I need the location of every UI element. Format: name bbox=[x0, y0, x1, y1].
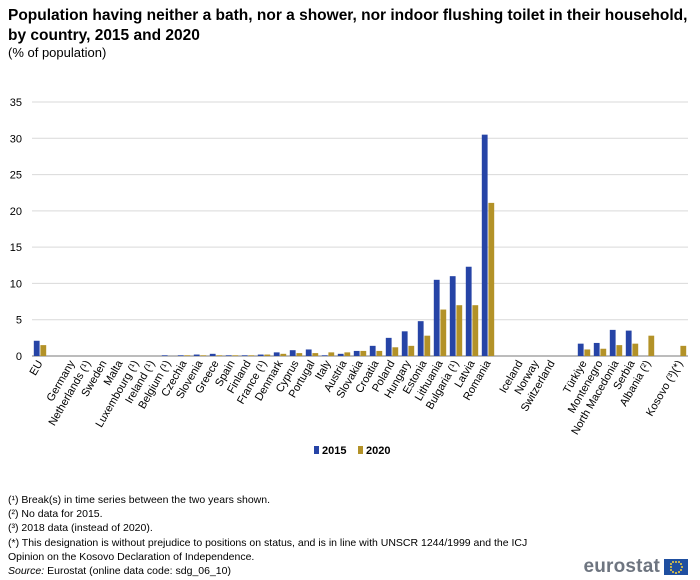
y-tick-label: 30 bbox=[10, 133, 22, 145]
bar-2020 bbox=[600, 348, 607, 356]
chart-subtitle: (% of population) bbox=[8, 45, 107, 60]
flag-star bbox=[679, 563, 682, 566]
y-tick-label: 0 bbox=[16, 351, 22, 363]
bar-2015 bbox=[33, 340, 40, 356]
bar-2015 bbox=[321, 355, 328, 356]
bar-2020 bbox=[248, 355, 255, 356]
flag-star bbox=[675, 571, 677, 574]
bar-2015 bbox=[177, 355, 184, 356]
y-tick-label: 35 bbox=[10, 97, 22, 109]
bar-2020 bbox=[680, 345, 687, 356]
bar-2015 bbox=[593, 342, 600, 356]
source-line: Source: Eurostat (online data code: sdg_… bbox=[8, 564, 598, 578]
bar-2015 bbox=[609, 329, 616, 356]
bar-2015 bbox=[369, 345, 376, 356]
bar-2015 bbox=[465, 266, 472, 356]
x-tick-label: EU bbox=[28, 358, 46, 377]
bar-2015 bbox=[449, 276, 456, 356]
bar-2020 bbox=[360, 350, 367, 356]
footnote-1: (¹) Break(s) in time series between the … bbox=[8, 494, 271, 506]
bar-2020 bbox=[216, 355, 223, 356]
legend-label: 2015 bbox=[322, 445, 346, 457]
bar-2020 bbox=[392, 347, 399, 356]
y-tick-label: 10 bbox=[10, 278, 22, 290]
bar-2015 bbox=[625, 330, 632, 356]
bar-2020 bbox=[472, 305, 479, 356]
chart-title: Population having neither a bath, nor a … bbox=[8, 7, 688, 44]
bar-2015 bbox=[417, 321, 424, 356]
footnote-2: (²) No data for 2015. bbox=[8, 508, 103, 521]
bar-2015 bbox=[257, 354, 264, 356]
bar-2015 bbox=[289, 350, 296, 356]
legend-swatch bbox=[314, 446, 319, 454]
flag-star bbox=[670, 568, 673, 571]
flag-star bbox=[672, 561, 675, 564]
bar-2015 bbox=[241, 355, 248, 356]
bar-2015 bbox=[385, 337, 392, 356]
bar-2020 bbox=[200, 355, 207, 356]
bar-2020 bbox=[632, 343, 639, 356]
bar-2020 bbox=[344, 352, 351, 356]
flag-star bbox=[672, 570, 675, 573]
bar-2020 bbox=[40, 345, 47, 356]
source-text: Eurostat (online data code: sdg_06_10) bbox=[44, 565, 231, 578]
footnote-5: Opinion on the Kosovo Declaration of Ind… bbox=[8, 550, 255, 563]
bar-2015 bbox=[337, 353, 344, 356]
footnote-3: (³) 2018 data (instead of 2020). bbox=[8, 522, 153, 535]
bar-2020 bbox=[648, 335, 655, 356]
bar-2020 bbox=[296, 353, 303, 356]
bar-2020 bbox=[408, 345, 415, 356]
bar-2015 bbox=[273, 352, 280, 356]
bar-2020 bbox=[280, 353, 287, 356]
y-tick-label: 15 bbox=[10, 242, 22, 254]
bar-2020 bbox=[440, 309, 447, 356]
eu-flag-icon bbox=[664, 559, 688, 575]
bar-2015 bbox=[209, 353, 216, 356]
source-label: Source: bbox=[8, 565, 45, 578]
bar-2015 bbox=[433, 279, 440, 356]
bar-2015 bbox=[225, 355, 232, 356]
bar-2020 bbox=[312, 353, 319, 356]
flag-star bbox=[680, 566, 683, 568]
footnote-4: (*) This designation is without prejudic… bbox=[8, 536, 528, 549]
eurostat-logo: eurostat bbox=[583, 556, 688, 578]
bar-2015 bbox=[305, 349, 312, 356]
flag-star bbox=[675, 560, 677, 563]
footnotes: (¹) Break(s) in time series between the … bbox=[8, 493, 598, 578]
bar-2020 bbox=[456, 305, 463, 356]
flag-star bbox=[677, 561, 680, 564]
flag-star bbox=[679, 568, 682, 571]
y-tick-label: 5 bbox=[16, 315, 22, 327]
y-tick-label: 25 bbox=[10, 170, 22, 182]
bar-2015 bbox=[193, 354, 200, 356]
flag-star bbox=[670, 563, 673, 566]
flag-star bbox=[677, 570, 680, 573]
bar-2020 bbox=[184, 355, 191, 356]
bar-2015 bbox=[401, 331, 408, 356]
flag-star bbox=[669, 566, 672, 568]
bar-2020 bbox=[584, 349, 591, 356]
bar-2015 bbox=[481, 134, 488, 356]
bar-2020 bbox=[232, 355, 239, 356]
bar-2020 bbox=[328, 352, 335, 356]
bar-2020 bbox=[488, 202, 495, 356]
bar-2020 bbox=[264, 354, 271, 356]
logo-text: eurostat bbox=[583, 556, 660, 577]
bar-2020 bbox=[616, 345, 623, 356]
bar-2020 bbox=[424, 335, 431, 356]
bar-2015 bbox=[577, 343, 584, 356]
bar-2015 bbox=[161, 355, 168, 356]
legend-swatch bbox=[358, 446, 363, 454]
bar-2015 bbox=[353, 350, 360, 356]
y-tick-label: 20 bbox=[10, 206, 22, 218]
legend-label: 2020 bbox=[366, 445, 390, 457]
bar-2020 bbox=[376, 350, 383, 356]
